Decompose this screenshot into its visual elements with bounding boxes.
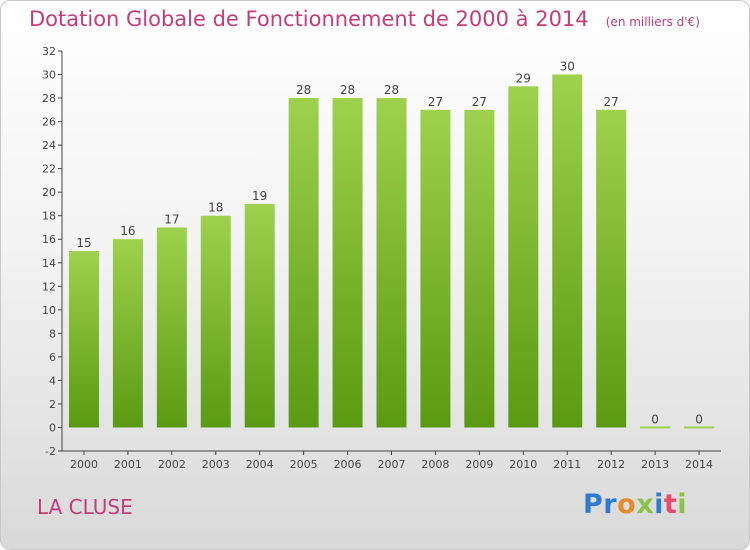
bar-2000 (68, 251, 99, 428)
x-tick-label-2004: 2004 (246, 458, 274, 471)
x-tick-label-2013: 2013 (641, 458, 669, 471)
y-tick-label: 26 (42, 116, 56, 129)
y-tick-label: 18 (42, 210, 56, 223)
proxiti-logo: Proxiti (583, 489, 688, 520)
value-label-2000: 15 (76, 236, 91, 250)
value-label-2007: 28 (384, 83, 399, 97)
value-label-2010: 29 (516, 71, 531, 85)
value-label-2001: 16 (120, 224, 135, 238)
y-tick-label: 10 (42, 304, 56, 317)
bar-2004 (244, 203, 275, 428)
value-label-2005: 28 (296, 83, 311, 97)
bar-2012 (596, 109, 627, 428)
x-tick-label-2000: 2000 (70, 458, 98, 471)
bar-2003 (200, 215, 231, 428)
bar-2008 (420, 109, 451, 428)
bar-2006 (332, 98, 363, 428)
value-label-2011: 30 (560, 60, 575, 74)
bar-2013 (640, 426, 671, 429)
x-tick-label-2011: 2011 (553, 458, 581, 471)
chart-unit: (en milliers d'€) (605, 15, 700, 29)
value-label-2008: 27 (428, 95, 443, 109)
x-tick-label-2002: 2002 (158, 458, 186, 471)
value-label-2012: 27 (604, 95, 619, 109)
y-tick-label: 30 (42, 69, 56, 82)
x-tick-label-2006: 2006 (334, 458, 362, 471)
chart-title: Dotation Globale de Fonctionnement de 20… (29, 7, 589, 31)
bar-2005 (288, 98, 319, 428)
value-label-2009: 27 (472, 95, 487, 109)
value-label-2013: 0 (651, 412, 659, 426)
x-tick-label-2001: 2001 (114, 458, 142, 471)
y-tick-label: -2 (45, 445, 56, 458)
value-label-2004: 19 (252, 189, 267, 203)
value-label-2006: 28 (340, 83, 355, 97)
y-tick-label: 6 (49, 351, 56, 364)
y-tick-label: 20 (42, 186, 56, 199)
y-tick-label: 22 (42, 163, 56, 176)
y-tick-label: 8 (49, 327, 56, 340)
x-tick-label-2003: 2003 (202, 458, 230, 471)
x-tick-label-2012: 2012 (597, 458, 625, 471)
y-tick-label: 2 (49, 398, 56, 411)
x-tick-label-2014: 2014 (685, 458, 713, 471)
bar-2011 (552, 74, 583, 428)
y-tick-label: 28 (42, 92, 56, 105)
x-tick-label-2010: 2010 (509, 458, 537, 471)
x-tick-label-2005: 2005 (290, 458, 318, 471)
y-tick-label: 14 (42, 257, 56, 270)
bar-2002 (156, 227, 187, 428)
x-tick-label-2008: 2008 (421, 458, 449, 471)
bar-2001 (112, 239, 143, 428)
value-label-2002: 17 (164, 212, 179, 226)
x-tick-label-2007: 2007 (378, 458, 406, 471)
value-label-2014: 0 (695, 412, 703, 426)
bar-2014 (684, 426, 715, 429)
commune-name: LA CLUSE (37, 495, 133, 519)
y-tick-label: 32 (42, 45, 56, 58)
bar-2010 (508, 86, 539, 428)
bar-2009 (464, 109, 495, 428)
title-row: Dotation Globale de Fonctionnement de 20… (29, 7, 700, 31)
bar-2007 (376, 98, 407, 428)
y-tick-label: 16 (42, 233, 56, 246)
y-tick-label: 0 (49, 421, 56, 434)
x-tick-label-2009: 2009 (465, 458, 493, 471)
y-tick-label: 12 (42, 280, 56, 293)
y-tick-label: 24 (42, 139, 56, 152)
y-tick-label: 4 (49, 374, 56, 387)
value-label-2003: 18 (208, 201, 223, 215)
